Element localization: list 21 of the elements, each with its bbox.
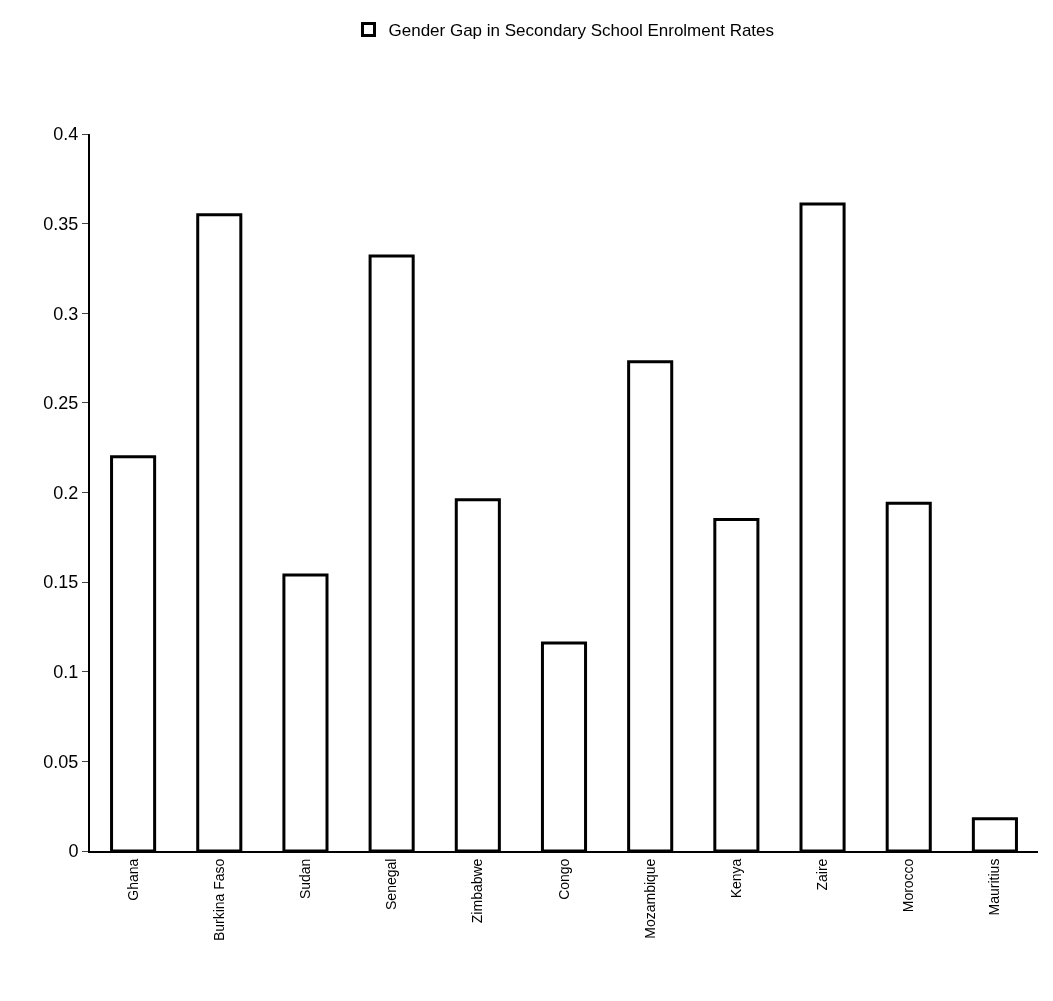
x-tick-label: Congo bbox=[555, 858, 572, 900]
x-tick-label: Zimbabwe bbox=[469, 858, 486, 924]
x-tick-label: Sudan bbox=[297, 858, 313, 900]
y-tick-label: 0.2 bbox=[53, 482, 79, 503]
x-tick-label: Ghana bbox=[124, 858, 141, 901]
y-tick-label: 0.15 bbox=[43, 572, 79, 593]
y-tick-label: 0.1 bbox=[53, 662, 79, 683]
x-tick-label: Senegal bbox=[383, 858, 400, 910]
y-tick-label: 0.3 bbox=[53, 303, 79, 324]
x-tick-label: Morocco bbox=[900, 858, 917, 913]
x-tick-label: Burkina Faso bbox=[210, 858, 227, 942]
x-tick-label: Mozambique bbox=[641, 858, 658, 939]
x-tick-label: Zaire bbox=[814, 858, 831, 891]
legend-label: Gender Gap in Secondary School Enrolment Rates bbox=[388, 21, 775, 41]
y-tick-label: 0.25 bbox=[43, 393, 79, 414]
y-tick-label: 0.35 bbox=[43, 213, 79, 234]
y-tick-label: 0 bbox=[68, 841, 79, 862]
y-tick-label: 0.05 bbox=[43, 751, 79, 772]
x-tick-label: Mauritius bbox=[986, 858, 1003, 916]
x-tick-label: Kenya bbox=[727, 858, 744, 899]
y-tick-label: 0.4 bbox=[53, 124, 79, 145]
